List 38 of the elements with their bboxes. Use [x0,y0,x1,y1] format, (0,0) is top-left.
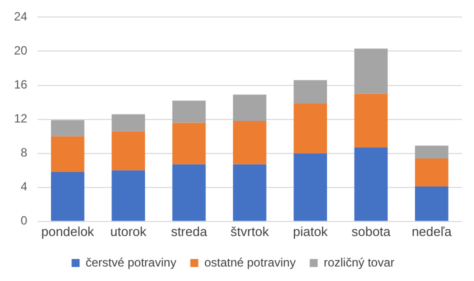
y-tick-label: 24 [14,10,28,24]
bar [112,170,146,221]
bar [112,131,146,170]
y-tick-label: 8 [20,146,28,160]
x-tick-label: pondelok [41,224,95,239]
x-tick-label: utorok [110,224,147,239]
x-tick-label: sobota [351,224,392,239]
x-tick-label: štvrtok [230,224,270,239]
bar [414,186,448,221]
bar [232,164,266,221]
bar [50,172,84,221]
bar [50,120,84,136]
bar [172,164,206,221]
x-tick-label: piatok [292,224,328,239]
bar [232,94,266,121]
bar [294,80,328,104]
bar [414,146,448,158]
bar [354,94,388,148]
legend-label: čerstvé potraviny [86,255,176,270]
legend-label: rozličný tovar [324,255,394,270]
y-tick-label: 0 [20,214,28,228]
y-tick-label: 4 [20,180,28,194]
bar [172,122,206,164]
y-tick-label: 20 [14,44,28,58]
bar [50,136,84,172]
bar [294,103,328,154]
bar [354,48,388,94]
bar [294,153,328,221]
bar [414,158,448,187]
y-tick-label: 12 [14,112,28,126]
x-tick-label: streda [170,224,208,239]
x-tick-label: nedeľa [412,224,452,239]
bar [112,114,146,132]
bar [232,121,266,164]
y-tick-label: 16 [14,78,28,92]
legend-label: ostatné potraviny [204,255,296,270]
bar [172,100,206,123]
bar [354,147,388,221]
